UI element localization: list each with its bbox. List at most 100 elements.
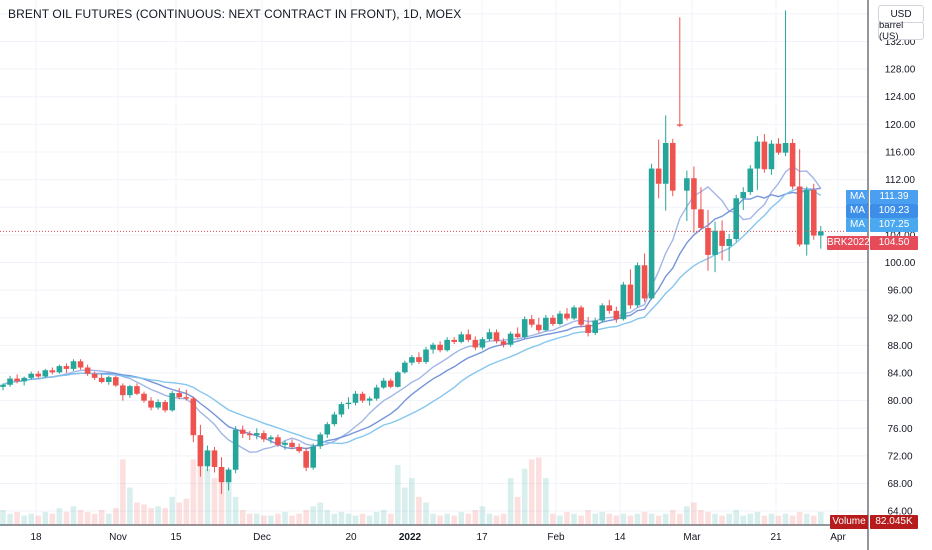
candle-body: [430, 344, 436, 350]
candle: [500, 338, 507, 348]
ma-tag-2-value-box: 109.23: [870, 204, 918, 218]
candle-body: [803, 189, 810, 245]
volume-bar: [726, 513, 732, 525]
candle-body: [56, 366, 63, 373]
candle: [0, 383, 6, 391]
volume-bar: [627, 515, 634, 525]
price-tick-label: 72.00: [887, 451, 912, 462]
volume-bar: [789, 515, 796, 525]
volume-bar: [352, 515, 359, 525]
volume-bar: [113, 508, 119, 525]
candle-body: [705, 227, 711, 255]
candle: [571, 305, 577, 320]
candle: [282, 440, 288, 450]
candle-body: [127, 386, 133, 396]
candle-body: [113, 377, 119, 386]
candle-body: [183, 397, 190, 399]
candle-body: [63, 366, 70, 369]
volume-bar: [543, 478, 549, 525]
volume-value-tag: 82.045K: [870, 515, 918, 529]
volume-bar: [197, 450, 204, 525]
candle-body: [345, 402, 352, 405]
volume-bar: [571, 513, 577, 525]
candle-body: [324, 424, 331, 435]
ma-tag-1-value: 111.39: [879, 191, 909, 202]
candle: [134, 383, 140, 396]
volume-bar: [373, 511, 380, 525]
volume-bar: [387, 513, 394, 525]
candle: [141, 391, 147, 403]
candle: [98, 374, 105, 384]
candle-body: [387, 380, 394, 387]
candle: [254, 428, 260, 440]
candle: [514, 327, 521, 339]
volume-bar: [134, 502, 140, 525]
candle: [296, 443, 302, 454]
time-tick-label: 2022: [399, 532, 422, 543]
candle: [585, 317, 591, 337]
candle-body: [479, 339, 486, 348]
candle-body: [796, 186, 803, 245]
candle-body: [684, 178, 690, 191]
volume-bar: [493, 515, 500, 525]
ma-line-mid: [2, 187, 821, 450]
price-tick-label: 112.00: [885, 175, 915, 186]
volume-bar: [84, 511, 91, 525]
volume-bar: [444, 513, 450, 525]
candle: [155, 399, 161, 410]
candle: [430, 342, 436, 354]
volume-bar: [42, 511, 49, 525]
candle: [684, 170, 690, 222]
candle: [818, 225, 824, 249]
price-tick-label: 68.00: [887, 479, 912, 490]
candle: [84, 364, 91, 376]
volume-bar: [7, 513, 13, 525]
candle-body: [204, 450, 211, 467]
price-tick-label: 76.00: [887, 424, 912, 435]
candle-body: [169, 393, 175, 411]
candle: [606, 299, 613, 314]
ma-line-fast: [2, 165, 822, 453]
candle-body: [49, 370, 56, 373]
symbol-tag: BRK2022: [827, 236, 870, 250]
candle-body: [416, 357, 422, 362]
candle-body: [21, 377, 27, 382]
candle-body: [423, 349, 429, 362]
candle: [437, 341, 443, 353]
candle: [698, 187, 704, 231]
candle-body: [232, 429, 239, 470]
candle-body: [7, 378, 13, 385]
volume-bar: [141, 504, 147, 525]
candle: [7, 375, 13, 387]
candle-body: [105, 377, 112, 383]
volume-bar: [395, 465, 401, 525]
volume-bar: [359, 513, 366, 525]
candle: [677, 17, 683, 128]
volume-bar: [712, 513, 718, 525]
candle: [310, 443, 316, 470]
candle-body: [761, 141, 768, 170]
candle-body: [514, 333, 521, 338]
candle-body: [620, 284, 627, 320]
candle: [70, 359, 77, 371]
price-tick-label: 84.00: [887, 369, 912, 380]
unit-button[interactable]: barrel (US): [878, 20, 924, 42]
candle-body: [472, 339, 479, 348]
candle-body: [225, 469, 232, 483]
price-tick-label: 128.00: [885, 65, 916, 76]
volume-bar: [282, 511, 288, 525]
ma-line-slow: [2, 187, 822, 445]
volume-bar: [634, 513, 641, 525]
candle-body: [550, 317, 556, 324]
price-tick-label: 100.00: [885, 258, 916, 269]
candle-body: [810, 189, 817, 236]
candle: [42, 368, 49, 378]
candle: [268, 435, 274, 444]
volume-bar: [275, 513, 281, 525]
candle-body: [155, 402, 161, 408]
ma-tag-2-label: MA: [850, 205, 865, 216]
time-tick-label: 21: [770, 532, 782, 543]
volume-bar: [761, 515, 768, 525]
